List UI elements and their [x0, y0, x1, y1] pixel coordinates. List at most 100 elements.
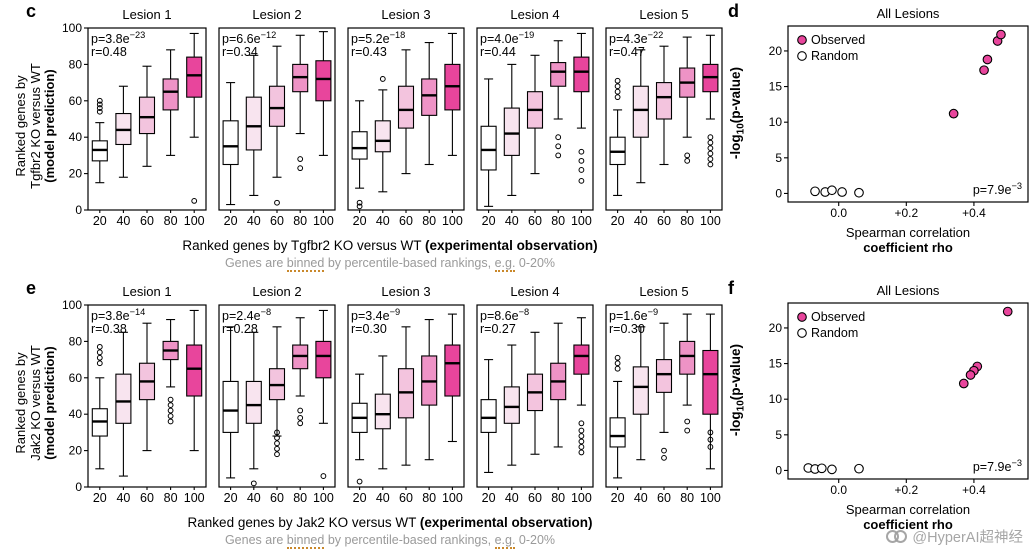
outlier-point: [578, 420, 585, 427]
y-axis-label-text: -log: [728, 134, 743, 160]
x-tick-label: 40: [634, 491, 648, 505]
box: [186, 56, 203, 98]
p-value-annotation: p=3.8e−23: [91, 30, 145, 46]
outlier-point: [297, 420, 304, 427]
boxplot-subplot-c-3: Lesion 3 20 40 60 80 100 p=5.2e−18r=0.43: [347, 7, 465, 228]
outlier-point: [707, 134, 714, 141]
caption-marked-word: e.g.: [494, 533, 516, 549]
p-value-annotation: p=3.8e−14: [91, 307, 145, 323]
x-axis-label-line1: Spearman correlation: [845, 225, 971, 240]
outlier-point: [274, 429, 280, 436]
boxplot-subplot-c-2: Lesion 2 20 40 60 80 100 p=6.6e−12r=0.34: [218, 7, 336, 228]
x-tick-label: 20: [224, 491, 238, 505]
r-value-annotation: r=0.34: [222, 45, 258, 59]
x-tick-label: +0.2: [894, 206, 918, 220]
box: [374, 120, 391, 153]
x-axis-label-line2: coefficient rho: [863, 239, 953, 255]
boxplot-subplot-e-4: Lesion 4 20 40 60 80 100 p=8.6e−8r=0.27: [476, 284, 594, 505]
r-value-annotation: r=0.43: [351, 45, 387, 59]
outlier-point: [167, 396, 174, 403]
y-tick-label: 0: [775, 463, 782, 477]
outlier-point: [614, 354, 621, 361]
boxplot-subplot-c-4: Lesion 4 20 40 60 80 100 p=4.0e−19r=0.44: [476, 7, 594, 228]
x-tick-label: 80: [422, 214, 436, 228]
y-tick-label: 60: [69, 94, 83, 108]
outlier-point: [707, 150, 714, 157]
x-tick-label: 40: [376, 491, 390, 505]
x-axis-label-text: Ranked genes by Jak2 KO versus WT: [187, 515, 420, 530]
subplot-title: Lesion 2: [252, 7, 301, 22]
x-axis-label-line1: Spearman correlation: [845, 502, 971, 517]
box: [679, 340, 696, 375]
outlier-point: [661, 447, 667, 454]
x-axis-label-f: Spearman correlation coefficient rho: [788, 502, 1028, 533]
caption-text: Genes are: [224, 256, 287, 270]
x-tick-label: 20: [482, 214, 496, 228]
outlier-point: [96, 105, 103, 111]
y-axis-label-e: Ranked genes by Jak2 KO versus WT (model…: [13, 297, 58, 509]
x-tick-label: 100: [313, 491, 334, 505]
outlier-point: [707, 156, 714, 162]
outlier-point: [684, 418, 691, 425]
x-tick-label: 100: [184, 214, 205, 228]
boxplot-subplot-c-1: Lesion 1 0 20 40 60 80 100 20 40 60 80 100 p=3.8e−23…: [62, 7, 207, 228]
outlier-point: [578, 438, 585, 445]
x-axis-label-bold: (experimental observation): [425, 238, 598, 253]
box: [138, 96, 156, 135]
subplot-title: Lesion 3: [381, 7, 430, 22]
x-tick-label: +0.4: [962, 483, 986, 497]
plot-frame: [787, 25, 1029, 203]
y-axis-label-line: Tgfbr2 KO versus WT: [27, 63, 43, 189]
boxplot-subplot-e-5: Lesion 5 20 40 60 80 100 p=1.6e−9r=0.30: [605, 284, 723, 505]
subplot-title: Lesion 5: [639, 284, 688, 299]
box: [655, 359, 673, 393]
box: [421, 78, 438, 116]
x-tick-label: 100: [313, 214, 334, 228]
y-tick-label: 15: [769, 80, 783, 94]
p-value-annotation: p=4.0e−19: [480, 30, 534, 46]
x-tick-label: 60: [270, 491, 284, 505]
y-axis-label-line: (model prediction): [42, 69, 58, 183]
x-tick-label: 80: [551, 491, 565, 505]
watermark: @HyperAI超神经: [886, 526, 1023, 547]
subplot-title: Lesion 2: [252, 284, 301, 299]
outlier-point: [356, 478, 363, 485]
outlier-point: [274, 434, 280, 441]
box: [573, 56, 590, 93]
box: [480, 125, 497, 171]
box: [503, 107, 520, 156]
caption-marked-word: binned: [286, 533, 325, 549]
y-axis-label-d: -log10(p-value): [728, 24, 747, 202]
outlier-point: [555, 143, 562, 150]
x-tick-label: 60: [270, 214, 284, 228]
x-tick-label: 40: [634, 214, 648, 228]
x-axis-label-text: Ranked genes by Tgfbr2 KO versus WT: [182, 238, 426, 253]
box: [480, 399, 497, 433]
outlier-point: [661, 454, 667, 461]
box: [268, 85, 286, 127]
legend-marker: [797, 312, 807, 322]
outlier-point: [320, 473, 327, 479]
x-tick-label: 20: [224, 214, 238, 228]
y-axis-label-line: Ranked genes by: [13, 352, 28, 454]
x-tick-label: 60: [528, 491, 542, 505]
scatter-plot-d: All Lesions 0 5 10 15 20 0.0 +0.2 +0.4 Observed Ra…: [744, 6, 1031, 229]
outlier-point: [707, 436, 714, 443]
outlier-point: [707, 145, 714, 152]
x-tick-label: 20: [482, 491, 496, 505]
legend-label: Observed: [811, 310, 865, 324]
subplot-title: Lesion 1: [122, 7, 171, 22]
legend-marker: [797, 328, 807, 338]
y-tick-label: 5: [775, 151, 782, 165]
x-tick-label: 0.0: [830, 483, 847, 497]
box: [609, 417, 626, 448]
y-tick-label: 0: [75, 480, 82, 494]
scatter-title: All Lesions: [877, 6, 940, 21]
x-tick-label: 60: [657, 491, 671, 505]
p-value-annotation: p=5.2e−18: [351, 30, 405, 46]
x-tick-label: +0.4: [962, 206, 986, 220]
watermark-text: @HyperAI超神经: [912, 530, 1023, 546]
box: [222, 380, 239, 433]
y-tick-label: 100: [62, 21, 82, 35]
